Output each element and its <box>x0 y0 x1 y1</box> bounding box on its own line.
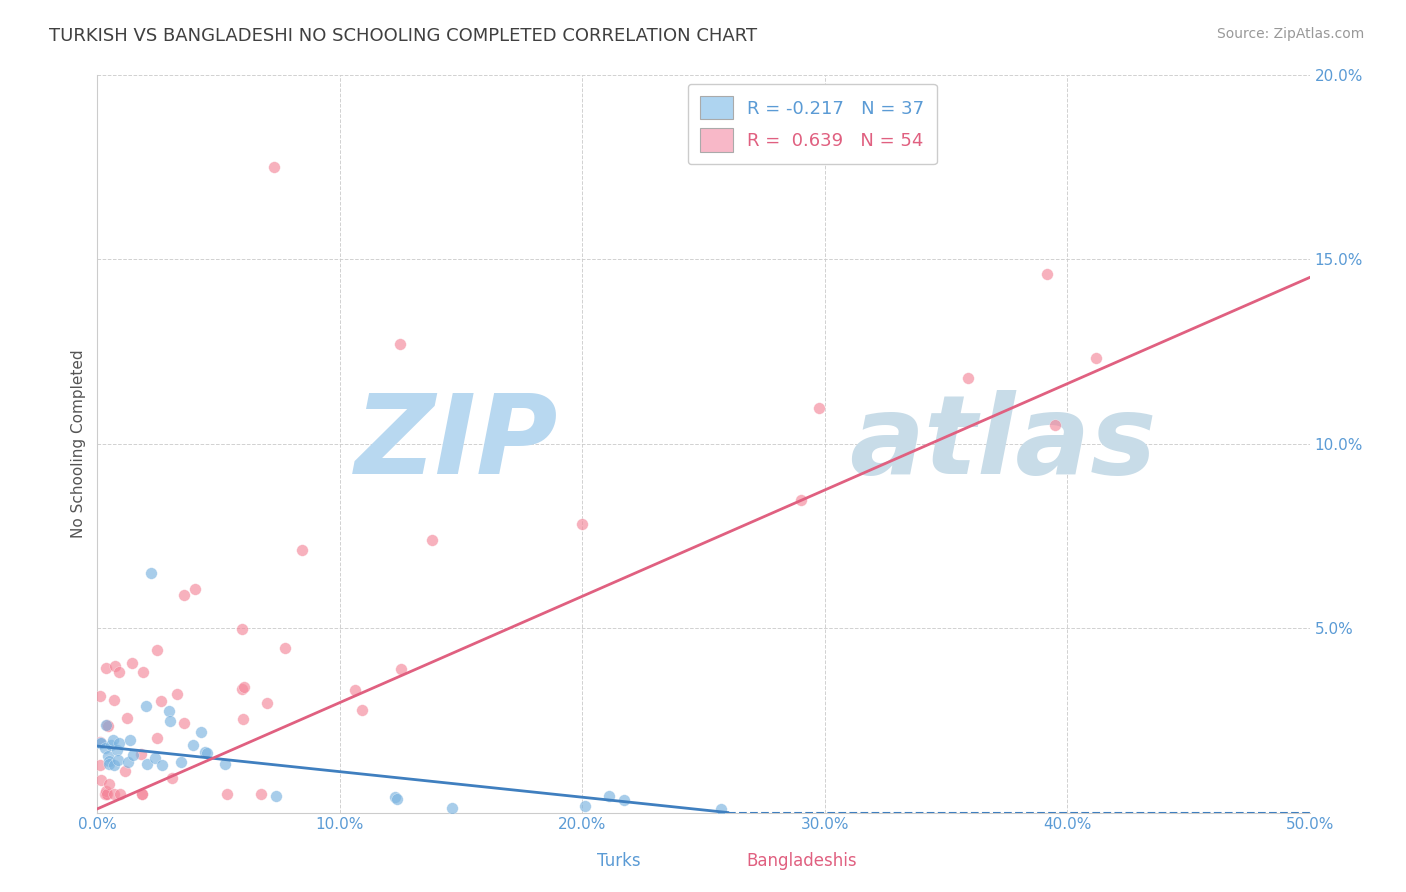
Turks <box>107 736 129 750</box>
Bangladeshis <box>131 787 153 801</box>
Bangladeshis <box>121 656 143 670</box>
Text: atlas: atlas <box>849 390 1156 497</box>
Turks <box>100 739 122 753</box>
Turks <box>150 757 173 772</box>
Bangladeshis <box>571 516 593 531</box>
Bangladeshis <box>232 712 254 726</box>
Legend: R = -0.217   N = 37, R =  0.639   N = 54: R = -0.217 N = 37, R = 0.639 N = 54 <box>688 84 936 164</box>
Bangladeshis <box>184 582 207 596</box>
Bangladeshis <box>422 533 444 547</box>
Turks <box>97 749 120 764</box>
Turks <box>440 800 463 814</box>
Bangladeshis <box>173 716 195 731</box>
Turks <box>710 802 733 816</box>
Bangladeshis <box>104 659 127 673</box>
Bangladeshis <box>1036 267 1059 281</box>
Bangladeshis <box>350 703 373 717</box>
Turks <box>93 740 115 755</box>
Bangladeshis <box>389 662 412 676</box>
Bangladeshis <box>97 776 120 790</box>
Turks <box>135 698 157 713</box>
Bangladeshis <box>93 787 115 801</box>
Turks <box>139 566 162 580</box>
Text: Bangladeshis: Bangladeshis <box>747 852 856 870</box>
Bangladeshis <box>115 711 138 725</box>
Turks <box>101 733 124 747</box>
Bangladeshis <box>131 665 153 679</box>
Bangladeshis <box>103 787 125 801</box>
Bangladeshis <box>96 660 118 674</box>
Bangladeshis <box>231 622 253 636</box>
Bangladeshis <box>129 747 152 761</box>
Turks <box>94 718 117 732</box>
Turks <box>143 751 166 765</box>
Turks <box>159 714 181 729</box>
Bangladeshis <box>1084 351 1107 366</box>
Turks <box>385 792 408 806</box>
Bangladeshis <box>94 787 117 801</box>
Bangladeshis <box>343 682 366 697</box>
Turks <box>157 704 180 718</box>
Bangladeshis <box>249 787 271 801</box>
Bangladeshis <box>89 735 111 749</box>
Turks <box>574 799 596 814</box>
Turks <box>98 757 121 772</box>
Turks <box>121 748 143 763</box>
Bangladeshis <box>90 773 112 788</box>
Bangladeshis <box>96 787 118 801</box>
Bangladeshis <box>114 764 136 778</box>
Turks <box>89 735 111 749</box>
Turks <box>613 793 636 807</box>
Turks <box>90 735 112 749</box>
Bangladeshis <box>256 696 278 710</box>
Turks <box>120 733 142 747</box>
Text: Source: ZipAtlas.com: Source: ZipAtlas.com <box>1216 27 1364 41</box>
Bangladeshis <box>233 680 256 694</box>
Y-axis label: No Schooling Completed: No Schooling Completed <box>72 349 86 538</box>
Bangladeshis <box>807 401 830 415</box>
Bangladeshis <box>150 693 173 707</box>
Bangladeshis <box>89 758 111 772</box>
Text: TURKISH VS BANGLADESHI NO SCHOOLING COMPLETED CORRELATION CHART: TURKISH VS BANGLADESHI NO SCHOOLING COMP… <box>49 27 758 45</box>
Turks <box>194 745 217 759</box>
Bangladeshis <box>263 160 285 174</box>
Text: Turks: Turks <box>596 852 641 870</box>
Turks <box>214 757 236 772</box>
Bangladeshis <box>108 665 131 680</box>
Text: ZIP: ZIP <box>354 390 558 497</box>
Turks <box>135 756 157 771</box>
Bangladeshis <box>108 787 131 801</box>
Turks <box>598 789 620 803</box>
Bangladeshis <box>231 681 253 696</box>
Bangladeshis <box>166 687 188 701</box>
Bangladeshis <box>957 371 980 385</box>
Turks <box>105 742 128 756</box>
Turks <box>264 789 287 803</box>
Turks <box>181 738 204 752</box>
Bangladeshis <box>89 689 111 703</box>
Turks <box>103 758 125 772</box>
Bangladeshis <box>145 731 167 745</box>
Bangladeshis <box>1043 418 1066 433</box>
Bangladeshis <box>131 787 153 801</box>
Turks <box>195 746 218 760</box>
Bangladeshis <box>291 543 314 558</box>
Bangladeshis <box>103 693 125 707</box>
Bangladeshis <box>96 718 118 732</box>
Bangladeshis <box>273 641 295 656</box>
Bangladeshis <box>160 771 183 785</box>
Turks <box>117 755 139 769</box>
Bangladeshis <box>94 784 117 798</box>
Turks <box>107 753 129 767</box>
Bangladeshis <box>217 787 239 801</box>
Bangladeshis <box>389 337 412 351</box>
Turks <box>384 790 406 805</box>
Bangladeshis <box>790 493 813 508</box>
Bangladeshis <box>173 589 195 603</box>
Bangladeshis <box>97 719 120 733</box>
Turks <box>190 724 212 739</box>
Turks <box>169 755 191 769</box>
Bangladeshis <box>146 643 169 657</box>
Turks <box>97 754 120 768</box>
